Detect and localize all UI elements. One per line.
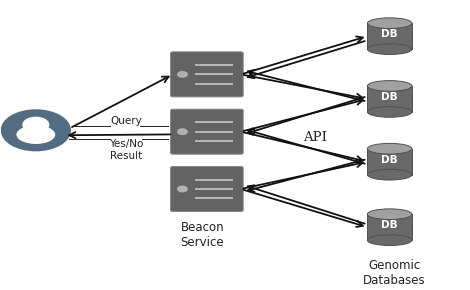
Ellipse shape bbox=[368, 44, 412, 55]
Ellipse shape bbox=[368, 18, 412, 28]
Circle shape bbox=[23, 117, 49, 132]
Text: API: API bbox=[303, 130, 327, 144]
Ellipse shape bbox=[368, 209, 412, 220]
FancyBboxPatch shape bbox=[171, 166, 243, 211]
Circle shape bbox=[178, 72, 187, 77]
Text: Genomic
Databases: Genomic Databases bbox=[363, 259, 426, 287]
FancyBboxPatch shape bbox=[171, 52, 243, 97]
Ellipse shape bbox=[368, 169, 412, 180]
Ellipse shape bbox=[368, 107, 412, 117]
FancyBboxPatch shape bbox=[368, 214, 412, 240]
Ellipse shape bbox=[368, 235, 412, 246]
Circle shape bbox=[178, 186, 187, 192]
Text: Query: Query bbox=[110, 116, 142, 126]
FancyBboxPatch shape bbox=[171, 109, 243, 154]
Ellipse shape bbox=[368, 81, 412, 91]
Ellipse shape bbox=[16, 125, 55, 144]
Text: DB: DB bbox=[381, 155, 398, 165]
Text: Yes/No
Result: Yes/No Result bbox=[109, 139, 143, 161]
FancyBboxPatch shape bbox=[368, 86, 412, 112]
FancyBboxPatch shape bbox=[368, 149, 412, 175]
Circle shape bbox=[178, 129, 187, 135]
Text: DB: DB bbox=[381, 220, 398, 230]
Text: DB: DB bbox=[381, 92, 398, 102]
Text: DB: DB bbox=[381, 29, 398, 39]
Circle shape bbox=[2, 111, 70, 150]
FancyBboxPatch shape bbox=[368, 23, 412, 49]
Ellipse shape bbox=[368, 143, 412, 154]
Text: Beacon
Service: Beacon Service bbox=[180, 221, 224, 249]
